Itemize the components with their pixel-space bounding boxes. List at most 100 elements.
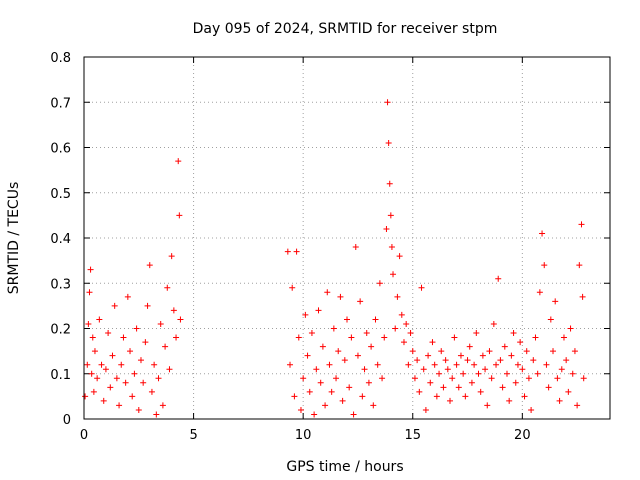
data-point-marker: [164, 284, 171, 291]
data-point-marker: [453, 361, 460, 368]
data-point-marker: [482, 366, 489, 373]
data-point-marker: [400, 339, 407, 346]
data-point-marker: [488, 375, 495, 382]
data-point-marker: [291, 393, 298, 400]
data-point-marker: [558, 366, 565, 373]
data-point-marker: [87, 266, 94, 273]
data-point-marker: [135, 406, 142, 413]
y-axis-ticks: 0 0.1 0.2 0.3 0.4 0.5 0.6 0.7 0.8: [50, 51, 610, 428]
data-point-marker: [168, 253, 175, 260]
y-tick-label: 0.1: [50, 368, 71, 383]
data-point-marker: [574, 402, 581, 409]
data-point-marker: [447, 397, 454, 404]
data-point-marker: [304, 352, 311, 359]
data-point-marker: [361, 366, 368, 373]
data-point-marker: [490, 320, 497, 327]
data-point-marker: [173, 334, 180, 341]
data-point-marker: [302, 311, 309, 318]
y-tick-label: 0.3: [50, 277, 71, 292]
data-point-marker: [579, 293, 586, 300]
data-point-marker: [365, 379, 372, 386]
data-point-marker: [457, 352, 464, 359]
data-point-marker: [386, 180, 393, 187]
data-point-marker: [387, 212, 394, 219]
y-axis-label: SRMTID / TECUs: [6, 182, 22, 295]
data-point-marker: [471, 361, 478, 368]
y-tick-label: 0.8: [50, 51, 71, 66]
data-point-marker: [91, 348, 98, 355]
data-point-marker: [528, 406, 535, 413]
x-axis-ticks: 0 5 10 15 20: [80, 57, 531, 443]
data-point-marker: [530, 357, 537, 364]
data-point-marker: [144, 302, 151, 309]
data-point-marker: [563, 357, 570, 364]
data-point-marker: [142, 339, 149, 346]
data-point-marker: [346, 384, 353, 391]
data-point-marker: [357, 298, 364, 305]
data-point-marker: [532, 334, 539, 341]
data-point-marker: [431, 361, 438, 368]
data-point-marker: [175, 158, 182, 165]
data-point-marker: [337, 293, 344, 300]
data-point-marker: [137, 357, 144, 364]
data-point-marker: [409, 348, 416, 355]
data-point-marker: [368, 343, 375, 350]
data-point-marker: [162, 343, 169, 350]
data-point-marker: [379, 375, 386, 382]
data-point-marker: [297, 406, 304, 413]
data-point-marker: [414, 357, 421, 364]
data-point-marker: [146, 262, 153, 269]
data-point-marker: [403, 320, 410, 327]
data-point-marker: [578, 221, 585, 228]
data-point-marker: [497, 357, 504, 364]
data-point-marker: [133, 325, 140, 332]
data-point-marker: [567, 325, 574, 332]
data-point-marker: [85, 320, 92, 327]
data-point-marker: [116, 402, 123, 409]
y-tick-label: 0: [63, 413, 71, 428]
data-point-marker: [153, 411, 160, 418]
data-point-marker: [295, 334, 302, 341]
data-point-marker: [326, 361, 333, 368]
data-point-marker: [381, 334, 388, 341]
data-point-marker: [438, 348, 445, 355]
data-point-marker: [376, 280, 383, 287]
data-point-marker: [96, 316, 103, 323]
data-point-marker: [503, 370, 510, 377]
chart-title: Day 095 of 2024, SRMTID for receiver stp…: [193, 21, 498, 37]
data-point-marker: [319, 343, 326, 350]
data-point-marker: [100, 397, 107, 404]
data-point-marker: [151, 361, 158, 368]
data-point-marker: [311, 411, 318, 418]
data-point-marker: [396, 253, 403, 260]
data-point-marker: [113, 375, 120, 382]
y-tick-label: 0.6: [50, 142, 71, 157]
data-point-marker: [344, 316, 350, 323]
data-point-marker: [433, 393, 440, 400]
y-tick-label: 0.2: [50, 323, 71, 338]
data-point-marker: [384, 99, 391, 106]
data-point-marker: [569, 370, 576, 377]
data-point-marker: [289, 284, 296, 291]
data-point-marker: [495, 275, 502, 282]
data-point-marker: [451, 334, 458, 341]
data-point-marker: [82, 393, 89, 400]
data-point-marker: [170, 307, 177, 314]
data-point-marker: [550, 348, 557, 355]
data-point-marker: [525, 375, 532, 382]
data-point-marker: [429, 339, 436, 346]
data-point-marker: [374, 361, 381, 368]
data-point-marker: [442, 357, 449, 364]
data-point-marker: [521, 393, 528, 400]
data-point-marker: [98, 361, 105, 368]
data-point-marker: [105, 330, 112, 337]
data-point-marker: [541, 262, 548, 269]
data-point-marker: [354, 352, 361, 359]
data-point-marker: [155, 375, 162, 382]
data-point-marker: [440, 384, 447, 391]
data-point-marker: [534, 370, 541, 377]
data-point-marker: [102, 366, 109, 373]
data-point-marker: [501, 343, 508, 350]
data-point-marker: [571, 348, 578, 355]
